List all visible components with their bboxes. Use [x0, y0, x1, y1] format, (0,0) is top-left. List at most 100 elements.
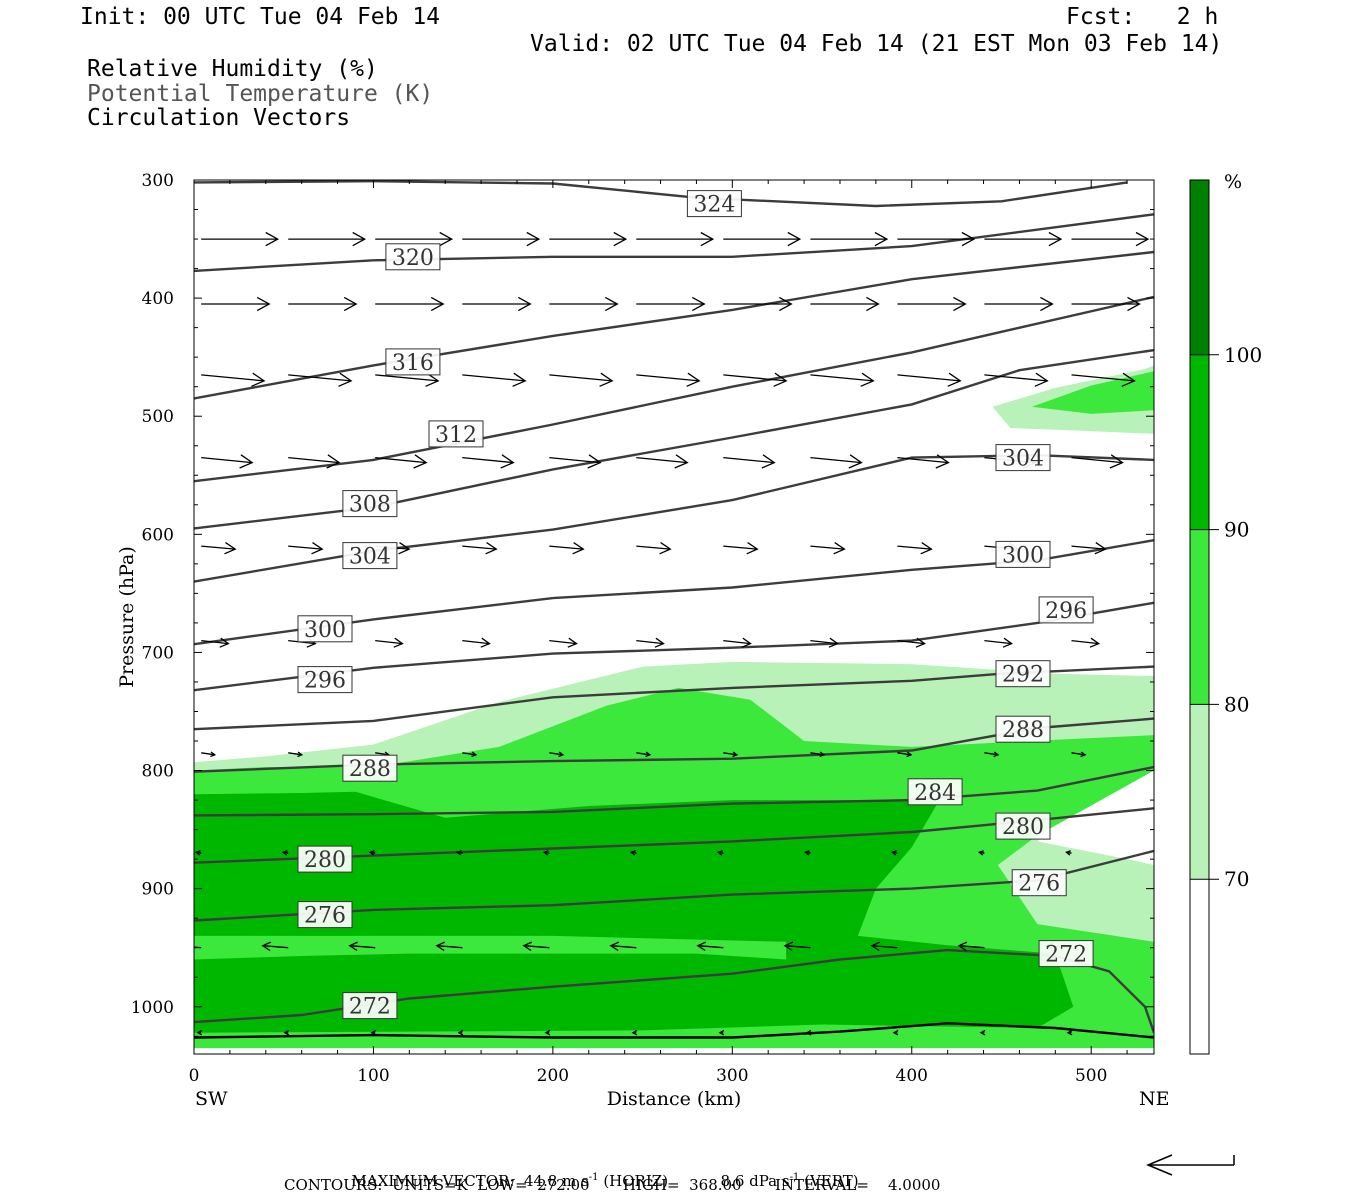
- theta-label-text: 316: [392, 351, 434, 376]
- vector-head: [413, 454, 428, 469]
- theta-label-text: 300: [304, 618, 346, 643]
- vector-shaft: [201, 456, 253, 464]
- circulation-vector: [977, 850, 985, 856]
- vector-head: [517, 296, 532, 312]
- theta-label-text: 320: [392, 246, 434, 271]
- circulation-vector: [1071, 296, 1141, 312]
- vector-head: [979, 1029, 986, 1036]
- vector-shaft: [636, 456, 688, 464]
- reference-vector-head: [1146, 1154, 1173, 1176]
- vector-head: [471, 751, 478, 758]
- vector-head: [691, 296, 706, 312]
- circulation-vector: [201, 454, 254, 469]
- theta-label-text: 288: [1002, 718, 1044, 743]
- vector-head: [906, 751, 913, 758]
- vector-shaft: [897, 374, 961, 382]
- vector-shaft: [462, 374, 526, 382]
- vector-head: [890, 850, 897, 856]
- circulation-vector: [890, 850, 898, 856]
- vector-head: [741, 637, 752, 648]
- vector-shaft: [723, 752, 737, 756]
- theta-label-304: 304: [995, 444, 1051, 472]
- vector-head: [1040, 296, 1054, 312]
- vector-shaft: [549, 545, 584, 550]
- horiz-label: (HORIZ): [603, 1172, 669, 1190]
- y-tick-label: 300: [142, 171, 174, 191]
- theta-label-300: 300: [995, 540, 1051, 568]
- vector-head: [370, 1029, 377, 1036]
- circulation-vector: [723, 637, 752, 648]
- vector-head: [1066, 1029, 1073, 1036]
- vector-shaft: [462, 545, 497, 550]
- circulation-vector: [631, 1029, 638, 1036]
- circulation-vector: [810, 542, 846, 555]
- vector-shaft: [262, 945, 289, 949]
- circulation-vector: [196, 1029, 203, 1036]
- vector-head: [746, 542, 759, 555]
- theta-label-284: 284: [907, 778, 963, 806]
- theta-label-text: 304: [349, 545, 391, 570]
- vector-head: [604, 296, 619, 312]
- forecast-hour: Fcst: 2 h: [1066, 4, 1219, 30]
- circulation-vector: [723, 296, 793, 312]
- circulation-vector: [984, 372, 1049, 387]
- rh-region-90-100: [194, 791, 1074, 1033]
- theta-contour-296: [194, 601, 1154, 692]
- max-vector-label: MAXIMUM VECTOR:: [351, 1172, 515, 1190]
- circulation-vector: [544, 1029, 551, 1036]
- circulation-vector: [201, 637, 230, 648]
- vector-shaft: [636, 639, 664, 645]
- vector-head: [435, 941, 445, 952]
- theta-label-text: 276: [1018, 872, 1060, 897]
- vector-head: [686, 372, 701, 387]
- vert-label: (VERT): [804, 1172, 859, 1190]
- vector-head: [773, 372, 788, 387]
- colorbar: 100 90 80 70: [1189, 179, 1262, 1055]
- theta-contour-284: [194, 765, 1154, 817]
- theta-label-280: 280: [297, 845, 353, 873]
- theta-label-272: 272: [1038, 940, 1094, 968]
- x-left-label: SW: [195, 1088, 228, 1110]
- theta-label-272: 272: [342, 992, 398, 1020]
- theta-label-box: [428, 420, 484, 448]
- circulation-vector: [288, 751, 304, 758]
- vector-head: [629, 850, 636, 856]
- theta-label-text: 296: [1045, 599, 1087, 624]
- theta-label-box: [995, 540, 1051, 568]
- circulation-vector: [370, 1029, 377, 1036]
- circulation-vector: [636, 751, 652, 758]
- circulation-vector: [549, 454, 602, 469]
- circulation-vector: [718, 1029, 725, 1036]
- vector-head: [870, 941, 881, 952]
- theta-label-text: 324: [693, 193, 735, 218]
- vector-shaft: [462, 639, 490, 645]
- vector-shaft: [549, 374, 613, 382]
- y-tick-label: 900: [142, 880, 174, 900]
- circulation-vector: [810, 637, 839, 648]
- vector-head: [256, 296, 271, 312]
- circulation-vector: [897, 372, 962, 387]
- circulation-vector: [201, 372, 266, 387]
- theta-label-320: 320: [385, 243, 441, 271]
- vector-head: [251, 372, 266, 387]
- vector-head: [892, 1029, 899, 1036]
- theta-label-text: 300: [1002, 543, 1044, 568]
- circulation-vector: [716, 850, 724, 856]
- field-vectors: Circulation Vectors: [87, 105, 351, 131]
- circulation-vector: [984, 231, 1063, 247]
- vector-shaft: [288, 545, 323, 550]
- circulation-vector: [435, 941, 463, 952]
- vector-shaft: [984, 374, 1048, 382]
- theta-label-text: 284: [914, 781, 956, 806]
- vector-head: [526, 231, 541, 247]
- colorbar-segment: [1190, 704, 1209, 880]
- circulation-vector: [897, 296, 967, 312]
- theta-label-box: [385, 348, 441, 376]
- vector-shaft: [723, 456, 775, 464]
- field-rh: Relative Humidity (%): [87, 56, 378, 82]
- circulation-vector: [984, 637, 1013, 648]
- circulation-vector: [609, 941, 637, 952]
- vector-head: [957, 941, 968, 952]
- field-theta: Potential Temperature (K): [87, 81, 434, 107]
- vector-shaft: [723, 639, 751, 645]
